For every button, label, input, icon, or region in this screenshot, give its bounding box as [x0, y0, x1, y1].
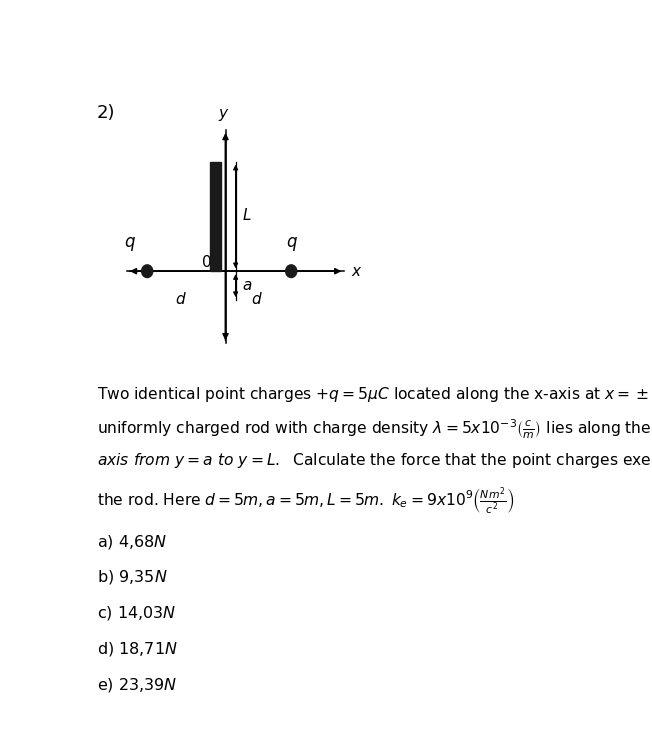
Text: 2): 2) [96, 104, 115, 122]
Text: a) 4,68$N$: a) 4,68$N$ [96, 533, 167, 551]
Text: q: q [125, 233, 135, 251]
Text: b) 9,35$N$: b) 9,35$N$ [96, 568, 168, 586]
Text: the rod. Here $d = 5m, a = 5m, L = 5m.$ $k_e = 9x10^9\left(\frac{Nm^2}{c^2}\righ: the rod. Here $d = 5m, a = 5m, L = 5m.$ … [96, 485, 514, 517]
Text: $axis\ from\ y = a\ to\ y = L.$  Calculate the force that the point charges exer: $axis\ from\ y = a\ to\ y = L.$ Calculat… [96, 452, 652, 470]
Text: d) 18,71$N$: d) 18,71$N$ [96, 640, 177, 657]
Text: Two identical point charges $+q = 5\mu C$ located along the x-axis at $x = \pm d: Two identical point charges $+q = 5\mu C… [96, 384, 652, 404]
Text: a: a [242, 278, 252, 293]
Circle shape [141, 265, 153, 278]
Circle shape [286, 265, 297, 278]
Text: c) 14,03$N$: c) 14,03$N$ [96, 604, 176, 622]
Text: x: x [352, 264, 361, 279]
Text: uniformly charged rod with charge density $\lambda = 5x10^{-3}\left(\frac{c}{m}\: uniformly charged rod with charge densit… [96, 418, 652, 441]
Bar [211, 162, 222, 272]
Text: d: d [175, 292, 185, 307]
Text: q: q [286, 233, 297, 251]
Text: e) 23,39$N$: e) 23,39$N$ [96, 675, 177, 693]
Text: y: y [218, 106, 228, 121]
Text: d: d [251, 292, 261, 307]
Text: L: L [242, 208, 250, 223]
Text: 0: 0 [202, 255, 212, 270]
